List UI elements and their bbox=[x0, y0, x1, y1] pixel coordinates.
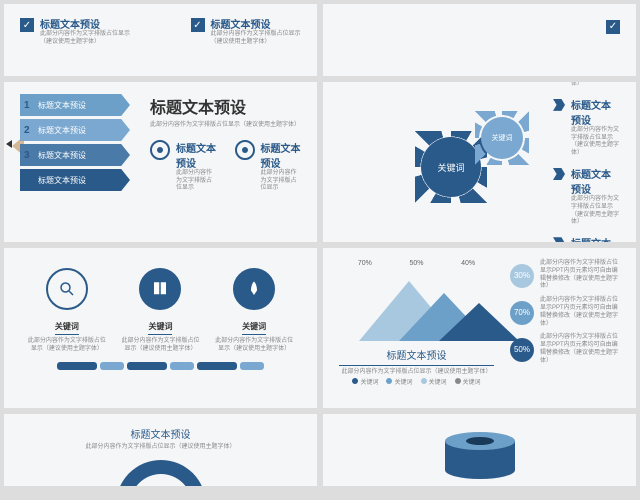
pct-item: 30%此部分内容作为文字排版占位显示PPT内页元素均可自由编辑替换修改（建议使用… bbox=[510, 260, 620, 291]
arc-chart bbox=[116, 460, 206, 486]
pct-label: 50% bbox=[409, 260, 423, 267]
check-item: ✓ 标题文本预设 此部分内容作为文字排版占位显示（建议使用主题字体） bbox=[20, 16, 131, 47]
ring-icon bbox=[150, 140, 170, 160]
gear-label: 关键词 bbox=[492, 133, 513, 143]
chevron-icon bbox=[553, 237, 565, 242]
bar-segment bbox=[127, 362, 167, 370]
cylinder-chart bbox=[445, 432, 515, 482]
slide-pencil: 1标题文本预设 2标题文本预设 3标题文本预设 4标题文本预设 标题文本预设 此部分内… bbox=[4, 82, 317, 242]
icon-column: 关键词此部分内容作为文字排版占位显示（建议使用主题字体） bbox=[120, 268, 200, 354]
mountain-peak bbox=[439, 303, 519, 341]
pencil-bar: 4标题文本预设 bbox=[20, 169, 130, 191]
chart-sub: 此部分内容作为文字排版占位显示（建议使用主题字体） bbox=[339, 369, 494, 377]
check-icon: ✓ bbox=[606, 20, 620, 34]
chevron-icon bbox=[553, 99, 565, 111]
slide-top-right: ✓ bbox=[323, 4, 636, 76]
check-icon: ✓ bbox=[20, 18, 34, 32]
search-icon bbox=[46, 268, 88, 310]
legend-item: 关键词 bbox=[421, 377, 447, 386]
circle-item: 标题文本预设此部分内容作为文字排版占位显示 bbox=[150, 140, 217, 193]
legend-item: 关键词 bbox=[455, 377, 481, 386]
pct-item: 50%此部分内容作为文字排版占位显示PPT内页元素均可自由编辑替换修改（建议使用… bbox=[510, 334, 620, 365]
slide-title: 标题文本预设 bbox=[150, 94, 301, 118]
pct-label: 40% bbox=[461, 260, 475, 267]
pencil-bar: 2标题文本预设 bbox=[20, 119, 130, 141]
legend-item: 关键词 bbox=[386, 377, 412, 386]
ring-icon bbox=[235, 140, 255, 160]
item-sub: 此部分内容作为文字排版占位显示（建议使用主题字体） bbox=[211, 31, 302, 47]
book-icon bbox=[139, 268, 181, 310]
icon-column: 关键词此部分内容作为文字排版占位显示（建议使用主题字体） bbox=[27, 268, 107, 354]
check-icon: ✓ bbox=[191, 18, 205, 32]
circle-item: 标题文本预设此部分内容作为文字排版占位显示 bbox=[235, 140, 302, 193]
pencil-bar: 3标题文本预设 bbox=[20, 144, 130, 166]
check-item: ✓ 标题文本预设 此部分内容作为文字排版占位显示（建议使用主题字体） bbox=[191, 16, 302, 47]
slide-sub: 此部分内容作为文字排版占位显示（建议使用主题字体） bbox=[150, 122, 301, 130]
slide-sub: 此部分内容作为文字排版占位显示（建议使用主题字体） bbox=[20, 444, 301, 452]
chevron-icon bbox=[553, 168, 565, 180]
gear-diagram: 关键词 关键词 bbox=[411, 107, 541, 217]
chart-title: 标题文本预设 bbox=[339, 347, 494, 366]
pct-badge: 50% bbox=[510, 338, 534, 362]
rocket-icon bbox=[233, 268, 275, 310]
slide-top-left: ✓ 标题文本预设 此部分内容作为文字排版占位显示（建议使用主题字体） ✓ 标题文… bbox=[4, 4, 317, 76]
pct-item: 70%此部分内容作为文字排版占位显示PPT内页元素均可自由编辑替换修改（建议使用… bbox=[510, 297, 620, 328]
gear-item: 标题文本预设此部分内容作为文字排版占位显示（建议使用主题字体） bbox=[553, 166, 620, 227]
bar-segment bbox=[240, 362, 264, 370]
item-title: 标题文本预设 bbox=[40, 16, 131, 31]
area-chart bbox=[339, 271, 494, 341]
pencil-bar: 1标题文本预设 bbox=[20, 94, 130, 116]
slide-arc: 标题文本预设 此部分内容作为文字排版占位显示（建议使用主题字体） bbox=[4, 414, 317, 486]
slide-icons: 关键词此部分内容作为文字排版占位显示（建议使用主题字体）关键词此部分内容作为文字… bbox=[4, 248, 317, 408]
gear-item: 标题文本预设此部分内容作为文字排版占位显示（建议使用主题字体） bbox=[553, 82, 620, 89]
pct-badge: 30% bbox=[510, 264, 534, 288]
slide-mountain: 70% 50% 40% 标题文本预设 此部分内容作为文字排版占位显示（建议使用主题字… bbox=[323, 248, 636, 408]
slide-gears: 关键词 关键词 标题文本预设此部分内容作为文字排版占位显示（建议使用主题字体） 标… bbox=[323, 82, 636, 242]
bar-segment bbox=[197, 362, 237, 370]
icon-column: 关键词此部分内容作为文字排版占位显示（建议使用主题字体） bbox=[214, 268, 294, 354]
item-title: 标题文本预设 bbox=[211, 16, 302, 31]
slide-title: 标题文本预设 bbox=[20, 426, 301, 441]
slide-cylinder bbox=[323, 414, 636, 486]
pct-label: 70% bbox=[358, 260, 372, 267]
legend-item: 关键词 bbox=[352, 377, 378, 386]
bar-segment bbox=[100, 362, 124, 370]
bar-segment bbox=[170, 362, 194, 370]
pencil-chart: 1标题文本预设 2标题文本预设 3标题文本预设 4标题文本预设 bbox=[20, 94, 130, 194]
item-sub: 此部分内容作为文字排版占位显示（建议使用主题字体） bbox=[40, 31, 131, 47]
gear-item: 标题文本预设此部分内容作为文字排版占位显示（建议使用主题字体） bbox=[553, 235, 620, 242]
gear-label: 关键词 bbox=[437, 161, 464, 174]
gear-item: 标题文本预设此部分内容作为文字排版占位显示（建议使用主题字体） bbox=[553, 97, 620, 158]
bar-segment bbox=[57, 362, 97, 370]
